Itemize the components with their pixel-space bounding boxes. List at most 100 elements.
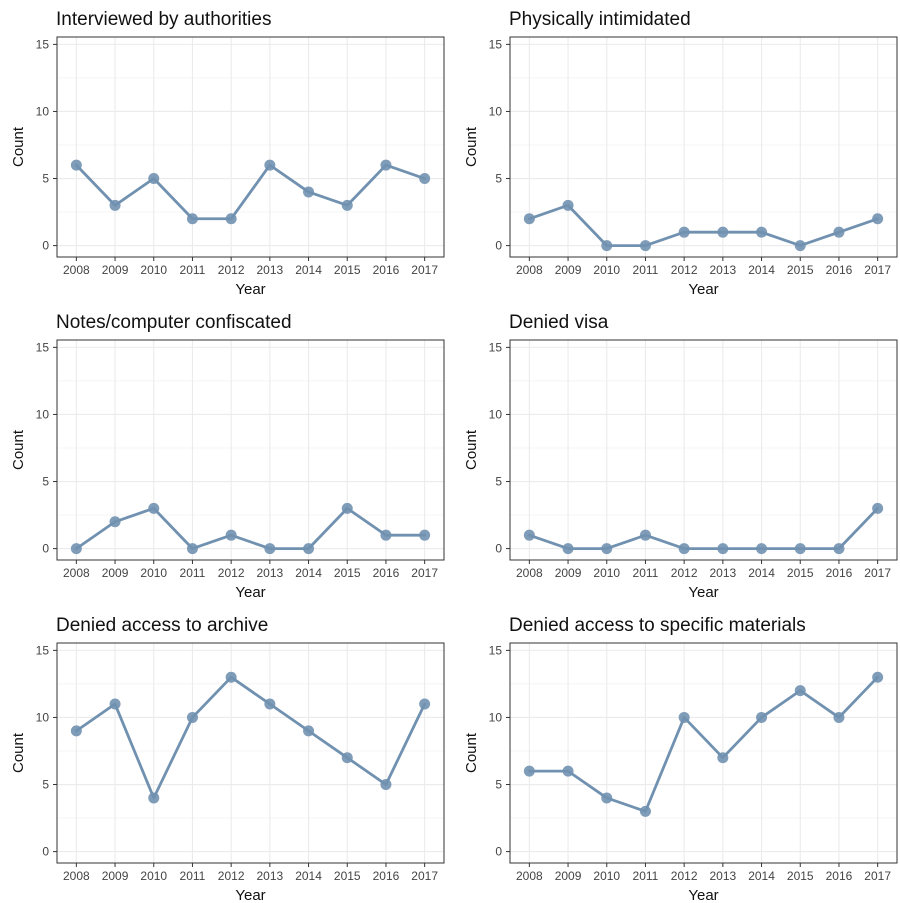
y-tick-label: 10 [489,407,503,421]
data-point-2017 [872,213,884,225]
data-point-2012 [225,213,237,225]
y-tick-label: 5 [495,475,502,489]
data-point-2008 [70,725,82,737]
x-tick-label: 2017 [864,869,891,883]
x-tick-label: 2017 [864,263,891,277]
y-tick-label: 5 [495,172,502,186]
x-tick-label: 2010 [140,869,167,883]
x-tick-label: 2013 [256,263,283,277]
x-tick-label: 2011 [180,869,206,883]
y-tick-label: 10 [36,710,50,724]
data-point-2011 [186,213,198,225]
data-point-2017 [419,529,431,541]
x-tick-label: 2012 [671,566,698,580]
data-point-2015 [341,502,353,514]
y-tick-label: 15 [36,37,50,51]
plot-background [510,643,897,863]
panel-title: Denied access to specific materials [509,615,806,636]
data-point-2011 [186,543,198,555]
x-tick-label: 2015 [334,566,361,580]
data-point-2012 [678,226,690,238]
panel-border [56,339,445,561]
plot-background [57,37,444,257]
x-axis-title: Year [235,584,265,601]
x-tick-label: 2016 [373,566,400,580]
x-tick-label: 2009 [102,869,129,883]
x-tick-label: 2017 [411,263,438,277]
panel-border [56,642,445,864]
data-point-2015 [794,240,806,252]
data-point-2010 [148,792,160,804]
x-tick-label: 2017 [411,869,438,883]
data-point-2009 [562,765,574,777]
y-axis-title: Count [463,429,480,470]
panel-1: Interviewed by authorities 0 5 10 15 2008 2009… [10,9,445,298]
data-point-2016 [380,779,392,791]
x-axis-title: Year [688,281,718,298]
panel-border [509,36,898,258]
panel-5: Denied access to archive 0 5 10 15 2008 2009 20… [10,615,445,903]
data-point-2016 [833,226,845,238]
data-point-2014 [756,226,768,238]
x-tick-label: 2015 [787,869,814,883]
y-tick-label: 0 [495,542,502,556]
x-tick-label: 2014 [748,869,775,883]
x-tick-label: 2016 [826,263,853,277]
x-tick-label: 2010 [593,263,620,277]
data-point-2015 [341,752,353,764]
series-line [74,163,427,221]
data-point-2008 [70,543,82,555]
x-tick-label: 2008 [63,263,90,277]
x-tick-label: 2010 [593,869,620,883]
y-tick-label: 5 [495,778,502,792]
data-point-2010 [601,792,613,804]
x-tick-label: 2014 [295,869,322,883]
panel-title: Denied visa [509,312,609,333]
x-tick-label: 2013 [709,869,736,883]
x-tick-label: 2014 [748,566,775,580]
data-point-2013 [264,159,276,171]
x-tick-label: 2011 [180,566,206,580]
data-point-2013 [717,543,729,555]
data-point-2013 [717,752,729,764]
x-tick-label: 2014 [748,263,775,277]
data-point-2015 [341,199,353,211]
data-point-2014 [756,711,768,723]
data-point-2008 [523,765,535,777]
panel-3: Notes/computer confiscated 0 5 10 15 2008 2009… [10,312,445,601]
panel-2: Physically intimidated 0 5 10 15 2008 2009 2010… [463,9,898,298]
x-axis-title: Year [688,584,718,601]
x-tick-label: 2016 [826,566,853,580]
data-point-2008 [523,529,535,541]
y-axis-title: Count [463,732,480,773]
x-tick-label: 2010 [140,263,167,277]
data-point-2011 [639,240,651,252]
y-axis-title: Count [10,732,27,773]
y-axis-title: Count [10,429,27,470]
data-point-2014 [303,543,315,555]
x-tick-label: 2013 [709,263,736,277]
data-point-2009 [562,543,574,555]
y-tick-label: 0 [42,239,49,253]
y-tick-label: 5 [42,172,49,186]
x-tick-label: 2008 [63,566,90,580]
series-line [527,203,880,247]
data-point-2010 [148,502,160,514]
data-point-2009 [109,199,121,211]
data-point-2016 [380,159,392,171]
plot-background [510,340,897,560]
data-point-2013 [717,226,729,238]
data-point-2016 [380,529,392,541]
x-tick-label: 2009 [102,263,129,277]
y-axis-title: Count [463,126,480,167]
data-point-2017 [872,671,884,683]
plot-background [57,643,444,863]
y-tick-label: 10 [36,407,50,421]
y-tick-label: 10 [489,104,503,118]
y-axis-title: Count [10,126,27,167]
data-point-2012 [225,529,237,541]
x-tick-label: 2012 [671,869,698,883]
data-point-2014 [303,725,315,737]
y-tick-label: 10 [36,104,50,118]
x-tick-label: 2009 [555,566,582,580]
